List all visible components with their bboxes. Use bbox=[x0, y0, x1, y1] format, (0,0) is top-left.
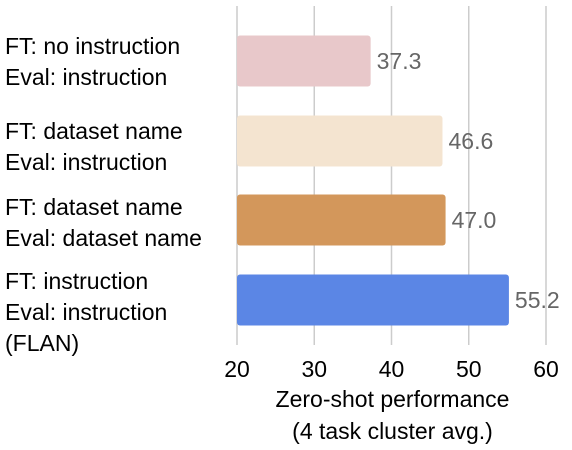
bar-1 bbox=[237, 35, 371, 87]
x-tick-label-30: 30 bbox=[301, 356, 327, 382]
x-tick-label-60: 60 bbox=[533, 356, 559, 382]
category-label-3-line-2: Eval: dataset name bbox=[5, 225, 202, 251]
x-axis-ticks: 20 30 40 50 60 bbox=[224, 356, 559, 382]
x-tick-label-20: 20 bbox=[224, 356, 250, 382]
value-label-4: 55.2 bbox=[515, 287, 560, 313]
x-axis-title: Zero-shot performance (4 task cluster avg… bbox=[276, 386, 510, 444]
value-labels: 37.3 46.6 47.0 55.2 bbox=[377, 48, 560, 313]
category-label-1-line-2: Eval: instruction bbox=[5, 64, 167, 90]
category-label-1-line-1: FT: no instruction bbox=[5, 33, 180, 59]
x-tick-label-50: 50 bbox=[456, 356, 482, 382]
value-label-1: 37.3 bbox=[377, 48, 422, 74]
category-label-2-line-1: FT: dataset name bbox=[5, 118, 183, 144]
x-axis-title-line-1: Zero-shot performance bbox=[276, 386, 510, 412]
bar-layer bbox=[237, 35, 509, 326]
category-label-4-line-2: Eval: instruction bbox=[5, 299, 167, 325]
x-axis-title-line-2: (4 task cluster avg.) bbox=[292, 418, 493, 444]
bar-4 bbox=[237, 274, 509, 326]
value-label-3: 47.0 bbox=[452, 207, 497, 233]
category-label-3-line-1: FT: dataset name bbox=[5, 194, 183, 220]
value-label-2: 46.6 bbox=[448, 128, 493, 154]
category-labels: FT: no instruction Eval: instruction FT: d… bbox=[5, 33, 202, 356]
category-label-2-line-2: Eval: instruction bbox=[5, 149, 167, 175]
x-tick-label-40: 40 bbox=[379, 356, 405, 382]
category-label-4-line-3: (FLAN) bbox=[5, 330, 79, 356]
bar-2 bbox=[237, 115, 443, 167]
category-label-4-line-1: FT: instruction bbox=[5, 268, 148, 294]
bar-3 bbox=[237, 194, 446, 246]
